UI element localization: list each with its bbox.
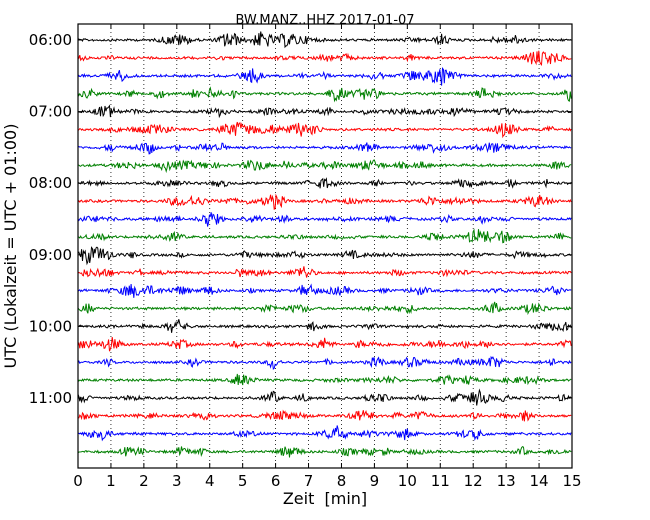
x-tick-label: 13 [497,472,516,490]
seismic-trace [77,212,572,227]
x-tick-label: 1 [106,472,116,490]
seismic-trace [77,193,572,210]
x-tick-label: 10 [398,472,417,490]
seismic-trace [77,86,572,103]
seismic-trace [78,31,572,49]
seismic-trace [77,409,572,422]
x-tick-label: 0 [73,472,83,490]
seismic-trace [77,425,572,442]
seismic-trace [77,228,572,244]
seismic-trace [77,388,572,406]
y-axis-ticks: 06:00 07:00 08:00 09:00 10:00 11:00 [29,31,572,407]
seismic-trace [77,104,572,119]
x-tick-label: 7 [304,472,314,490]
seismic-trace [77,301,572,316]
y-tick-label: 07:00 [29,103,72,121]
y-axis-label: UTC (Lokalzeit = UTC + 01:00) [1,124,20,369]
y-tick-label: 10:00 [29,317,72,335]
seismic-trace [77,246,572,266]
x-tick-label: 9 [370,472,380,490]
seismic-trace [77,177,572,189]
y-tick-label: 09:00 [29,246,72,264]
x-tick-label: 14 [530,472,549,490]
grid-lines [110,24,540,468]
y-tick-label: 11:00 [29,389,72,407]
trace-group [77,31,572,458]
x-tick-label: 8 [337,472,347,490]
seismic-trace [77,50,572,66]
x-tick-label: 6 [271,472,281,490]
x-tick-label: 5 [238,472,248,490]
y-tick-label: 06:00 [29,31,72,49]
x-axis-label: Zeit [min] [283,489,367,508]
seismic-trace [77,337,572,352]
seismic-trace [77,159,572,174]
x-axis-ticks: 0 1 2 3 4 5 6 7 8 9 10 11 12 13 14 15 [73,24,582,490]
seismic-trace [77,446,572,458]
x-tick-label: 2 [139,472,149,490]
x-tick-label: 15 [562,472,581,490]
x-tick-label: 3 [172,472,182,490]
seismic-trace [77,67,572,86]
plot-frame [77,23,573,469]
seismic-trace [77,266,572,278]
seismic-trace [77,142,572,155]
x-tick-label: 4 [205,472,215,490]
y-tick-label: 08:00 [29,174,72,192]
chart-title: BW.MANZ..HHZ 2017-01-07 [235,13,414,28]
seismic-trace [77,283,572,298]
x-tick-label: 11 [431,472,450,490]
seismic-trace [77,121,572,139]
seismic-trace [77,373,572,386]
seismic-trace [77,319,572,333]
x-tick-label: 12 [464,472,483,490]
seismic-trace [77,355,572,370]
